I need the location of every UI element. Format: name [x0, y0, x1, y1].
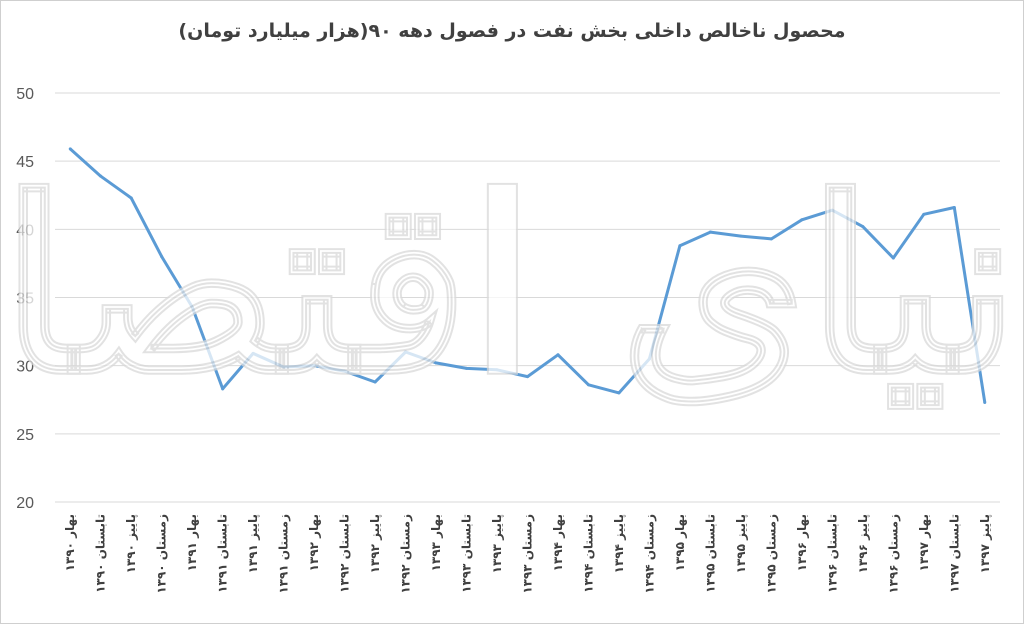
data-point: [251, 351, 255, 355]
data-point: [526, 375, 529, 379]
data-point: [617, 391, 621, 395]
gridlines: [55, 92, 1000, 503]
x-tick-label: پاییز ۱۳۹۶: [856, 514, 870, 573]
data-point: [190, 305, 194, 309]
x-tick-label: پاییز ۱۳۹۷: [978, 514, 992, 573]
data-point: [800, 218, 804, 222]
data-point: [129, 196, 133, 200]
y-tick-label: 20: [16, 495, 34, 512]
x-axis-ticks: بهار ۱۳۹۰ تابستان ۱۳۹۰ پاییز ۱۳۹۰ زمستان ۱۳…: [63, 514, 992, 594]
x-tick-label: بهار ۱۳۹۲: [307, 514, 321, 571]
data-point: [708, 230, 712, 234]
data-point: [160, 255, 164, 259]
x-tick-label: تابستان ۱۳۹۲: [338, 514, 352, 593]
data-point: [221, 387, 225, 391]
data-point: [891, 256, 895, 260]
x-tick-label: بهار ۱۳۹۷: [917, 514, 931, 571]
y-axis-ticks: 20 25 30 35 40 45 50: [16, 86, 34, 512]
x-tick-label: زمستان ۱۳۹۵: [764, 514, 778, 594]
data-point: [952, 206, 956, 210]
x-tick-label: زمستان ۱۳۹۲: [399, 514, 413, 594]
data-point: [68, 147, 72, 151]
x-tick-label: بهار ۱۳۹۶: [795, 514, 809, 571]
x-tick-label: تابستان ۱۳۹۱: [216, 514, 230, 593]
y-tick-label: 45: [16, 154, 34, 171]
data-point: [465, 366, 469, 370]
x-tick-label: تابستان ۱۳۹۴: [581, 514, 595, 593]
data-point: [861, 225, 865, 229]
x-tick-label: پاییز ۱۳۹۴: [612, 514, 626, 573]
x-tick-label: پاییز ۱۳۹۵: [734, 514, 748, 573]
x-tick-label: بهار ۱۳۹۳: [429, 514, 443, 571]
x-tick-label: تابستان ۱۳۹۶: [825, 514, 839, 593]
x-tick-label: زمستان ۱۳۹۰: [155, 514, 169, 594]
data-point: [99, 174, 103, 178]
x-tick-label: بهار ۱۳۹۴: [551, 514, 565, 571]
x-tick-label: تابستان ۱۳۹۳: [460, 514, 474, 593]
data-point: [495, 368, 499, 372]
y-tick-label: 35: [16, 291, 34, 308]
x-tick-label: زمستان ۱۳۹۴: [642, 514, 656, 594]
x-tick-label: تابستان ۱۳۹۵: [703, 514, 717, 593]
data-point: [922, 212, 926, 216]
data-point: [678, 244, 682, 248]
data-point: [312, 364, 316, 368]
x-tick-label: تابستان ۱۳۹۰: [94, 514, 108, 593]
data-point: [556, 353, 560, 357]
series-layer: [68, 147, 987, 404]
y-tick-label: 40: [16, 222, 34, 239]
x-tick-label: پاییز ۱۳۹۲: [368, 514, 382, 573]
x-tick-label: بهار ۱۳۹۱: [185, 514, 199, 571]
x-tick-label: زمستان ۱۳۹۳: [521, 514, 535, 594]
data-point: [404, 350, 408, 354]
data-point: [769, 237, 773, 241]
data-point: [739, 234, 743, 238]
data-point: [343, 369, 347, 373]
data-point: [983, 400, 987, 404]
x-tick-label: تابستان ۱۳۹۷: [947, 514, 961, 593]
x-tick-label: پاییز ۱۳۹۰: [124, 514, 138, 573]
data-point: [434, 361, 438, 365]
data-point: [282, 365, 286, 369]
watermark-logo: دنیای اقتصاد: [0, 145, 1024, 427]
x-tick-label: بهار ۱۳۹۰: [63, 514, 77, 571]
y-tick-label: 50: [16, 86, 34, 103]
data-point: [647, 357, 651, 361]
chart-title: محصول ناخالص داخلی بخش نفت در فصول دهه ۹…: [178, 20, 846, 42]
data-point: [373, 380, 377, 384]
data-point: [586, 383, 590, 387]
x-tick-label: زمستان ۱۳۹۶: [886, 514, 900, 594]
x-tick-label: زمستان ۱۳۹۱: [277, 514, 291, 594]
x-tick-label: پاییز ۱۳۹۳: [490, 514, 504, 573]
y-tick-label: 25: [16, 427, 34, 444]
data-point: [830, 208, 834, 212]
x-tick-label: پاییز ۱۳۹۱: [246, 514, 260, 573]
x-tick-label: بهار ۱۳۹۵: [673, 514, 687, 571]
y-tick-label: 30: [16, 359, 34, 376]
